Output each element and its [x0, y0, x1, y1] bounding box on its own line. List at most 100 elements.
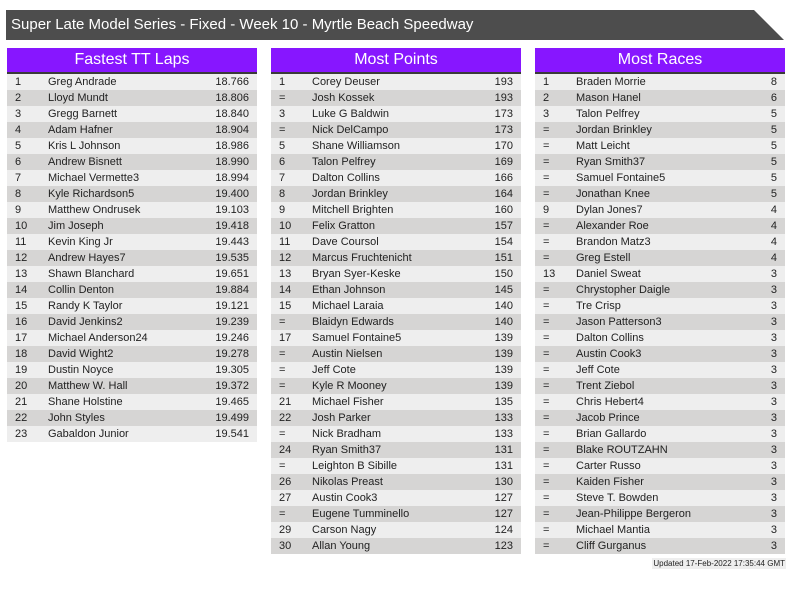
rank-cell: = [279, 92, 286, 104]
table-row: 1 Braden Morrie 8 [535, 74, 785, 90]
table-row: 23 Gabaldon Junior 19.541 [7, 426, 257, 442]
table-row: = Jeff Cote 3 [535, 362, 785, 378]
rank-cell: 29 [279, 524, 292, 536]
value-cell: 123 [494, 540, 513, 552]
rank-cell: 1 [15, 76, 22, 88]
value-cell: 3 [770, 476, 777, 488]
driver-name: Steve T. Bowden [576, 492, 659, 504]
driver-name: Allan Young [312, 540, 371, 552]
value-cell: 124 [494, 524, 513, 536]
rank-cell: = [543, 220, 550, 232]
value-cell: 5 [770, 172, 777, 184]
driver-name: Brandon Matz3 [576, 236, 651, 248]
value-cell: 170 [494, 140, 513, 152]
driver-name: Gregg Barnett [48, 108, 118, 120]
rank-cell: 3 [543, 108, 550, 120]
table-row: 18 David Wight2 19.278 [7, 346, 257, 362]
table-row: = Josh Kossek 193 [271, 90, 521, 106]
page-title: Super Late Model Series - Fixed - Week 1… [11, 16, 474, 33]
rank-cell: 11 [279, 236, 291, 248]
rank-cell: 12 [279, 252, 292, 264]
driver-name: Collin Denton [48, 284, 115, 296]
driver-name: Nikolas Preast [312, 476, 383, 488]
driver-name: Josh Parker [312, 412, 371, 424]
driver-name: Dalton Collins [576, 332, 644, 344]
driver-name: Matthew W. Hall [48, 380, 128, 392]
value-cell: 131 [494, 444, 513, 456]
driver-name: Samuel Fontaine5 [576, 172, 666, 184]
panel-heading: Most Races [535, 48, 785, 74]
table-row: 6 Talon Pelfrey 169 [271, 154, 521, 170]
most-races-panel: Most Races 1 Braden Morrie 8 2 Mason Hanel 6 3… [535, 48, 785, 554]
most-points-panel: Most Points 1 Corey Deuser 193 = Josh Kossek… [271, 48, 521, 554]
driver-name: Eugene Tumminello [312, 508, 410, 520]
rank-cell: 9 [279, 204, 286, 216]
value-cell: 19.443 [215, 236, 249, 248]
value-cell: 18.806 [215, 92, 249, 104]
value-cell: 3 [770, 316, 777, 328]
rank-cell: 17 [279, 332, 292, 344]
driver-name: Gabaldon Junior [48, 428, 129, 440]
driver-name: Austin Cook3 [312, 492, 378, 504]
rank-cell: = [543, 300, 550, 312]
driver-name: Randy K Taylor [48, 300, 123, 312]
driver-name: David Jenkins2 [48, 316, 123, 328]
value-cell: 3 [770, 396, 777, 408]
value-cell: 19.305 [215, 364, 249, 376]
table-row: = Kyle R Mooney 139 [271, 378, 521, 394]
table-row: 20 Matthew W. Hall 19.372 [7, 378, 257, 394]
rank-cell: = [543, 172, 550, 184]
value-cell: 4 [770, 220, 777, 232]
value-cell: 18.840 [215, 108, 249, 120]
rank-cell: = [279, 380, 286, 392]
rank-cell: = [543, 444, 550, 456]
value-cell: 173 [494, 108, 513, 120]
value-cell: 139 [494, 364, 513, 376]
driver-name: Ryan Smith37 [576, 156, 646, 168]
updated-timestamp: Updated 17-Feb-2022 17:35:44 GMT [652, 558, 786, 569]
table-row: = Trent Ziebol 3 [535, 378, 785, 394]
value-cell: 4 [770, 252, 777, 264]
value-cell: 160 [494, 204, 513, 216]
driver-name: Jason Patterson3 [576, 316, 662, 328]
table-row: 2 Mason Hanel 6 [535, 90, 785, 106]
table-row: = Brian Gallardo 3 [535, 426, 785, 442]
driver-name: Ryan Smith37 [312, 444, 382, 456]
value-cell: 154 [494, 236, 513, 248]
value-cell: 3 [770, 412, 777, 424]
rank-cell: 22 [279, 412, 292, 424]
driver-name: Greg Estell [576, 252, 631, 264]
rank-cell: 20 [15, 380, 28, 392]
value-cell: 19.103 [215, 204, 249, 216]
value-cell: 19.121 [215, 300, 249, 312]
rank-cell: 11 [15, 236, 27, 248]
table-row: = Steve T. Bowden 3 [535, 490, 785, 506]
driver-name: Tre Crisp [576, 300, 621, 312]
rank-cell: 10 [279, 220, 292, 232]
table-row: = Cliff Gurganus 3 [535, 538, 785, 554]
table-row: = Nick DelCampo 173 [271, 122, 521, 138]
driver-name: Josh Kossek [312, 92, 375, 104]
driver-name: Jeff Cote [312, 364, 356, 376]
table-row: = Kaiden Fisher 3 [535, 474, 785, 490]
rank-cell: 6 [15, 156, 22, 168]
table-row: = Matt Leicht 5 [535, 138, 785, 154]
rank-cell: 24 [279, 444, 292, 456]
table-row: = Leighton B Sibille 131 [271, 458, 521, 474]
value-cell: 18.986 [215, 140, 249, 152]
table-row: 29 Carson Nagy 124 [271, 522, 521, 538]
rank-cell: = [279, 348, 286, 360]
driver-name: Jacob Prince [576, 412, 640, 424]
rank-cell: 2 [543, 92, 550, 104]
rank-cell: 9 [15, 204, 22, 216]
rank-cell: 14 [15, 284, 28, 296]
table-row: 7 Michael Vermette3 18.994 [7, 170, 257, 186]
value-cell: 19.372 [215, 380, 249, 392]
value-cell: 3 [770, 540, 777, 552]
value-cell: 135 [494, 396, 513, 408]
table-row: = Jonathan Knee 5 [535, 186, 785, 202]
driver-name: Mason Hanel [576, 92, 641, 104]
value-cell: 5 [770, 124, 777, 136]
value-cell: 19.541 [215, 428, 249, 440]
table-row: = Austin Nielsen 139 [271, 346, 521, 362]
